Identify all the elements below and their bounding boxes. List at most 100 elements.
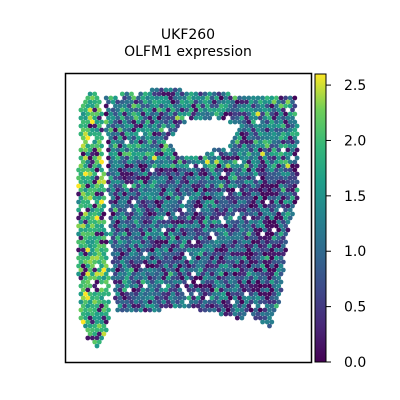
expression-spot	[234, 107, 240, 113]
expression-spot	[287, 151, 293, 157]
expression-spot	[136, 127, 141, 133]
expression-spot	[124, 155, 130, 161]
expression-spot	[147, 147, 153, 153]
expression-spot	[168, 127, 174, 133]
expression-spot	[237, 303, 243, 309]
expression-spot	[85, 295, 91, 301]
expression-spot	[172, 271, 178, 277]
expression-spot	[264, 215, 270, 221]
expression-spot	[78, 219, 84, 225]
expression-spot	[149, 95, 155, 101]
expression-spot	[165, 187, 171, 193]
expression-spot	[165, 171, 171, 177]
expression-spot	[232, 167, 238, 173]
expression-spot	[209, 111, 215, 117]
expression-spot	[216, 163, 222, 169]
expression-spot	[96, 195, 102, 201]
expression-spot	[80, 119, 86, 125]
expression-spot	[267, 171, 272, 177]
expression-spot	[138, 227, 144, 233]
expression-spot	[255, 239, 261, 245]
expression-spot	[271, 115, 277, 121]
expression-spot	[161, 243, 167, 249]
expression-spot	[223, 231, 229, 237]
expression-spot	[269, 295, 275, 301]
expression-spot	[184, 155, 190, 161]
expression-spot	[287, 111, 293, 117]
expression-spot	[278, 255, 284, 261]
expression-spot	[161, 131, 167, 137]
expression-spot	[147, 195, 153, 201]
expression-spot	[99, 127, 104, 133]
expression-spot	[106, 107, 111, 113]
expression-spot	[147, 139, 153, 145]
expression-spot	[179, 251, 185, 257]
expression-spot	[92, 275, 98, 281]
expression-spot	[101, 219, 107, 225]
expression-spot	[177, 175, 183, 181]
expression-spot	[113, 151, 118, 157]
expression-spot	[248, 219, 254, 225]
expression-spot	[126, 295, 132, 301]
expression-spot	[94, 327, 100, 333]
expression-spot	[117, 223, 123, 229]
expression-spot	[230, 243, 236, 249]
expression-spot	[108, 143, 114, 149]
expression-spot	[193, 163, 199, 169]
expression-spot	[124, 131, 130, 137]
expression-spot	[285, 163, 291, 169]
expression-spot	[154, 295, 160, 301]
expression-spot	[133, 163, 139, 169]
expression-spot	[244, 147, 249, 153]
expression-spot	[255, 279, 261, 285]
expression-spot	[241, 183, 247, 189]
expression-spot	[165, 99, 171, 105]
expression-spot	[274, 143, 279, 149]
expression-spot	[274, 103, 279, 109]
expression-spot	[251, 159, 256, 165]
expression-spot	[90, 191, 95, 197]
expression-spot	[241, 247, 247, 253]
expression-spot	[280, 107, 286, 113]
expression-spot	[202, 195, 208, 201]
expression-spot	[195, 167, 201, 173]
expression-spot	[255, 311, 261, 317]
expression-spot	[108, 231, 114, 237]
expression-spot	[177, 279, 183, 285]
expression-spot	[202, 227, 208, 233]
expression-spot	[119, 147, 125, 153]
expression-spot	[142, 195, 148, 201]
expression-spot	[191, 175, 197, 181]
expression-spot	[106, 139, 111, 145]
expression-spot	[133, 139, 139, 145]
expression-spot	[193, 299, 199, 305]
expression-spot	[138, 211, 144, 217]
expression-spot	[232, 271, 238, 277]
expression-spot	[147, 91, 153, 97]
expression-spot	[138, 243, 144, 249]
expression-spot	[246, 183, 252, 189]
expression-spot	[142, 179, 148, 185]
expression-spot	[205, 191, 210, 197]
expression-spot	[269, 135, 275, 141]
expression-spot	[244, 163, 249, 169]
expression-spot	[274, 215, 279, 221]
expression-spot	[198, 251, 203, 257]
expression-spot	[170, 227, 176, 233]
expression-spot	[253, 107, 259, 113]
expression-spot	[85, 231, 91, 237]
expression-spot	[99, 263, 104, 269]
expression-spot	[216, 275, 222, 281]
expression-spot	[195, 183, 201, 189]
expression-spot	[228, 159, 233, 165]
expression-spot	[292, 111, 298, 117]
expression-spot	[223, 271, 229, 277]
expression-spot	[262, 139, 268, 145]
expression-spot	[177, 183, 183, 189]
expression-spot	[177, 103, 183, 109]
expression-spot	[165, 147, 171, 153]
expression-spot	[232, 183, 238, 189]
expression-spot	[122, 255, 127, 261]
expression-spot	[280, 171, 286, 177]
expression-spot	[85, 263, 91, 269]
